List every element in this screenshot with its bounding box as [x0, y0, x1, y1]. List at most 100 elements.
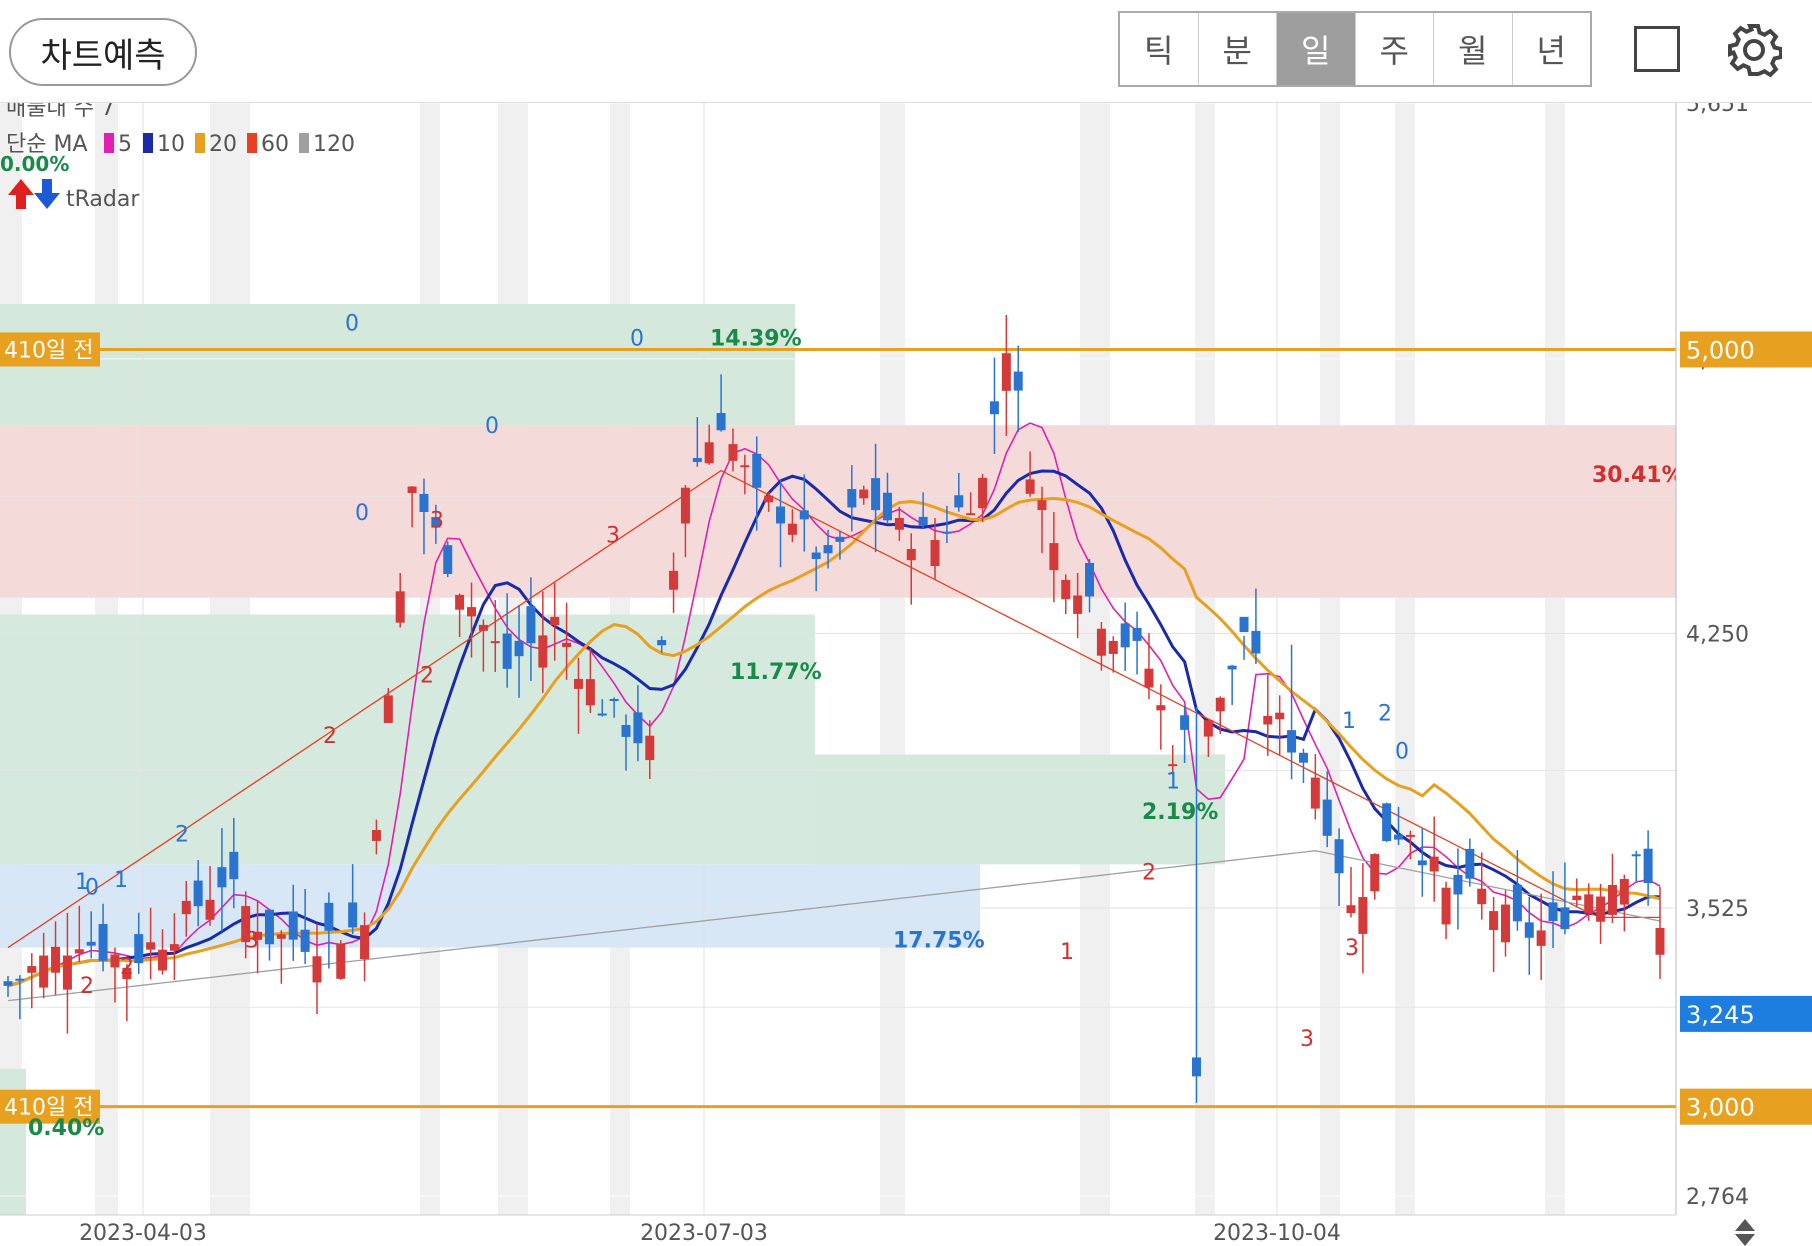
- candle[interactable]: [609, 697, 619, 718]
- tab-year[interactable]: 년: [1536, 32, 1566, 70]
- tab-week[interactable]: 주: [1356, 13, 1434, 85]
- candle[interactable]: [74, 905, 84, 963]
- candle[interactable]: [728, 428, 738, 472]
- candle[interactable]: [1596, 884, 1606, 944]
- candle[interactable]: [573, 657, 583, 734]
- candle[interactable]: [1156, 684, 1166, 750]
- candle[interactable]: [1584, 883, 1594, 921]
- candle[interactable]: [1001, 314, 1011, 437]
- candle[interactable]: [1061, 574, 1071, 615]
- candle[interactable]: [1073, 572, 1083, 639]
- candle[interactable]: [217, 828, 227, 932]
- candle[interactable]: [51, 921, 61, 995]
- candle[interactable]: [383, 687, 393, 723]
- candle[interactable]: [1346, 867, 1356, 918]
- tab-day[interactable]: 일: [1277, 13, 1356, 85]
- candle[interactable]: [704, 424, 714, 465]
- candle[interactable]: [882, 472, 892, 525]
- candle[interactable]: [633, 685, 643, 762]
- candle[interactable]: [764, 491, 774, 512]
- candle[interactable]: [680, 484, 690, 558]
- candle[interactable]: [585, 648, 595, 713]
- candle[interactable]: [253, 900, 263, 974]
- candle[interactable]: [597, 699, 607, 717]
- candle[interactable]: [1572, 878, 1582, 907]
- candle[interactable]: [930, 518, 940, 581]
- candle[interactable]: [1251, 588, 1261, 664]
- candle[interactable]: [716, 374, 726, 432]
- candle[interactable]: [181, 880, 191, 937]
- candle[interactable]: [27, 953, 37, 1009]
- candle[interactable]: [1394, 806, 1404, 846]
- candle[interactable]: [1429, 816, 1439, 902]
- candle[interactable]: [1524, 896, 1534, 975]
- candle[interactable]: [918, 492, 928, 528]
- candle[interactable]: [1132, 611, 1142, 675]
- candle[interactable]: [478, 619, 488, 672]
- candle[interactable]: [1085, 558, 1095, 613]
- candle[interactable]: [455, 593, 465, 637]
- candle[interactable]: [1203, 720, 1213, 758]
- candle[interactable]: [1037, 486, 1047, 554]
- candle[interactable]: [1631, 850, 1641, 883]
- candle[interactable]: [526, 577, 536, 681]
- candle[interactable]: [1180, 706, 1190, 763]
- candle[interactable]: [787, 509, 797, 543]
- candle[interactable]: [1310, 753, 1320, 820]
- candle[interactable]: [1168, 745, 1178, 775]
- candle[interactable]: [562, 602, 572, 680]
- candle[interactable]: [740, 454, 750, 495]
- candle[interactable]: [942, 505, 952, 544]
- candle[interactable]: [1049, 512, 1059, 603]
- chart-predict-button[interactable]: 차트예측: [9, 18, 197, 86]
- candle[interactable]: [443, 541, 453, 578]
- candle[interactable]: [1500, 890, 1510, 957]
- candle[interactable]: [1275, 695, 1285, 756]
- candle[interactable]: [1619, 874, 1629, 932]
- candle[interactable]: [1477, 852, 1487, 920]
- candle[interactable]: [229, 817, 239, 909]
- candle[interactable]: [847, 465, 857, 532]
- candle[interactable]: [550, 582, 560, 661]
- square-icon[interactable]: [1634, 26, 1680, 72]
- candle[interactable]: [467, 582, 477, 658]
- candle[interactable]: [336, 940, 346, 980]
- candle[interactable]: [1536, 893, 1546, 980]
- candle[interactable]: [1263, 674, 1273, 756]
- candle[interactable]: [241, 891, 251, 959]
- candle[interactable]: [859, 485, 869, 505]
- candle[interactable]: [39, 932, 49, 999]
- candle[interactable]: [490, 599, 500, 673]
- candle[interactable]: [205, 866, 215, 926]
- tab-month[interactable]: 월: [1434, 13, 1513, 85]
- candle[interactable]: [906, 533, 916, 605]
- candle[interactable]: [3, 975, 13, 997]
- candle[interactable]: [1607, 853, 1617, 923]
- candle[interactable]: [300, 888, 310, 964]
- candle[interactable]: [645, 720, 655, 780]
- candle[interactable]: [15, 975, 25, 1020]
- candle[interactable]: [835, 531, 845, 560]
- candle[interactable]: [1655, 886, 1665, 979]
- candle[interactable]: [1322, 771, 1332, 848]
- candle[interactable]: [1227, 664, 1237, 706]
- candle[interactable]: [621, 714, 631, 771]
- candle[interactable]: [1560, 862, 1570, 935]
- candle[interactable]: [431, 504, 441, 544]
- candle[interactable]: [1405, 830, 1415, 860]
- candle[interactable]: [1120, 602, 1130, 671]
- candle[interactable]: [1512, 850, 1522, 931]
- candle[interactable]: [1144, 633, 1154, 700]
- candle[interactable]: [146, 907, 156, 980]
- candle[interactable]: [1287, 644, 1297, 780]
- candle[interactable]: [158, 929, 168, 975]
- candle[interactable]: [502, 593, 512, 688]
- candle[interactable]: [1489, 896, 1499, 972]
- candle[interactable]: [1025, 451, 1035, 497]
- candle[interactable]: [360, 912, 370, 982]
- candle[interactable]: [1298, 748, 1308, 784]
- candle[interactable]: [1013, 345, 1023, 433]
- candle[interactable]: [312, 924, 322, 1015]
- candle[interactable]: [348, 864, 358, 935]
- candle[interactable]: [1215, 696, 1225, 734]
